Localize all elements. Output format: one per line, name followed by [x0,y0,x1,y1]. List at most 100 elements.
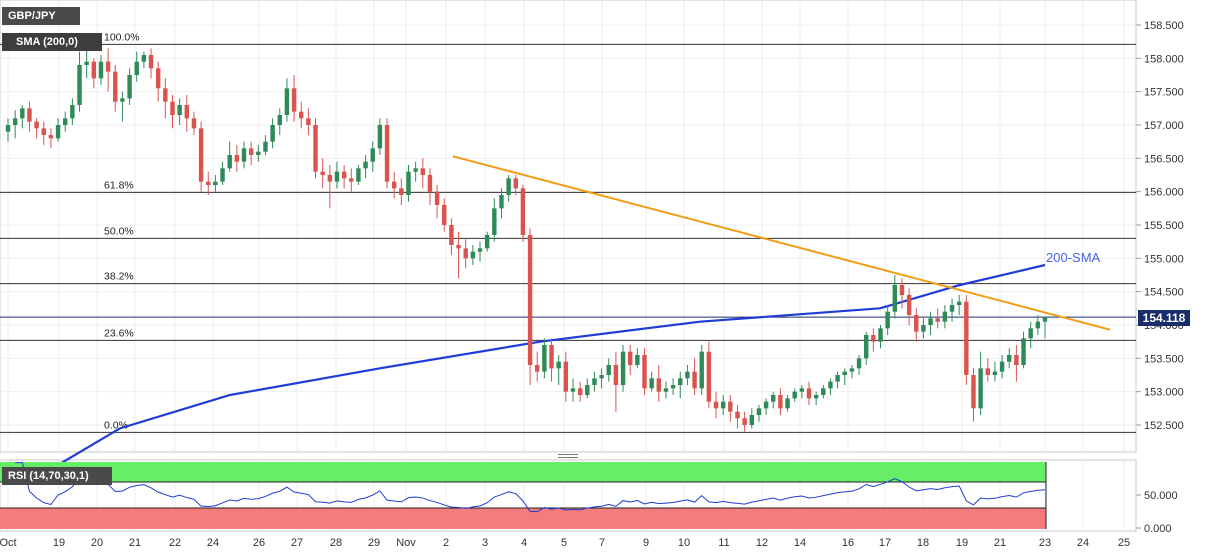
pane-splitter-handle[interactable] [558,454,578,459]
candle-body [234,155,240,162]
y-tick-label: 157.000 [1144,120,1184,132]
x-tick-label: 3 [482,537,488,549]
candle-body [198,128,204,182]
candle-body [62,118,68,125]
candle-body [470,251,476,259]
candle-body [1035,321,1041,329]
x-tick-label: 19 [956,537,968,549]
candle-body [377,125,383,149]
candle-body [842,371,847,375]
x-tick-label: 24 [1077,537,1089,549]
candle-body [384,125,390,182]
candle-body [720,401,726,409]
candle-body [642,355,647,389]
candle-body [713,401,719,409]
rsi-oversold-zone [0,508,1046,529]
y-tick-label: 157.500 [1144,87,1184,99]
x-tick-label: 16 [842,537,854,549]
candle-body [320,171,325,175]
candle-body [914,315,919,332]
candle-body [191,118,197,129]
candle-body [113,71,118,102]
candle-body [463,248,468,259]
candle-body [434,191,440,205]
x-tick-label: 22 [169,537,181,549]
candle-body [992,371,998,375]
candle-body [1042,317,1048,322]
candle-body [663,388,669,392]
x-tick-label: 25 [1118,537,1130,549]
candle-body [635,355,640,365]
x-tick-label: 14 [794,537,806,549]
x-tick-label: 27 [291,537,303,549]
rsi-tick-label: 50.000 [1144,490,1178,502]
candle-body [756,408,762,415]
candle-body [649,378,654,389]
sma-indicator-label[interactable]: SMA (200,0) [2,33,102,51]
x-tick-label: 26 [253,537,265,549]
candle-body [577,388,583,395]
candle-body [263,141,268,152]
candle-body [892,285,898,312]
candle-body [248,148,254,155]
y-tick-label: 154.500 [1144,287,1184,299]
x-tick-label: 21 [129,537,141,549]
candle-body [613,365,619,385]
candle-body [206,181,211,185]
candle-body [163,88,168,102]
fibonacci-level-label: 61.8% [104,179,134,191]
candle-body [184,105,190,119]
candle-body [520,188,526,235]
candle-body [506,178,511,195]
last-price-tag: 154.118 [1138,310,1190,326]
candle-body [213,181,218,185]
y-tick-label: 158.500 [1144,20,1184,32]
candle-body [699,351,704,389]
candle-body [41,128,46,135]
candle-body [620,351,626,385]
fibonacci-level-label: 23.6% [104,327,134,339]
candle-body [1014,355,1019,365]
candle-body [98,61,104,79]
candle-body [77,65,82,105]
candle-body [735,411,740,419]
candle-body [871,335,876,342]
candle-body [878,328,883,342]
candle-body [84,61,89,65]
x-tick-label: 9 [643,537,649,549]
candle-body [277,115,282,125]
candle-body [370,148,375,162]
x-tick-label: 20 [91,537,103,549]
candle-body [427,175,433,192]
candle-body [334,171,340,182]
candle-body [863,335,869,359]
candle-body [1021,338,1026,365]
candle-body [627,351,633,365]
candle-body [928,318,933,325]
candle-body [964,301,969,375]
y-tick-label: 153.000 [1144,387,1184,399]
sma-200-annotation: 200-SMA [1046,250,1101,265]
x-tick-label: 11 [718,537,729,549]
candle-body [821,388,826,395]
candle-body [778,395,783,409]
candle-body [656,378,662,392]
candle-body [313,125,318,172]
candle-body [606,365,611,375]
candle-body [406,171,411,195]
candle-body [1007,355,1012,362]
candle-body [391,181,397,189]
y-tick-label: 156.000 [1144,187,1184,199]
candle-body [985,368,991,375]
fibonacci-level-label: 100.0% [104,31,140,43]
rsi-overbought-zone [0,462,1046,482]
rsi-indicator-label[interactable]: RSI (14,70,30,1) [2,467,112,485]
candle-body [299,111,304,119]
candle-body [906,295,912,315]
symbol-label[interactable]: GBP/JPY [2,7,80,25]
candle-body [670,385,676,389]
candle-body [956,301,962,305]
candle-body [763,401,769,409]
